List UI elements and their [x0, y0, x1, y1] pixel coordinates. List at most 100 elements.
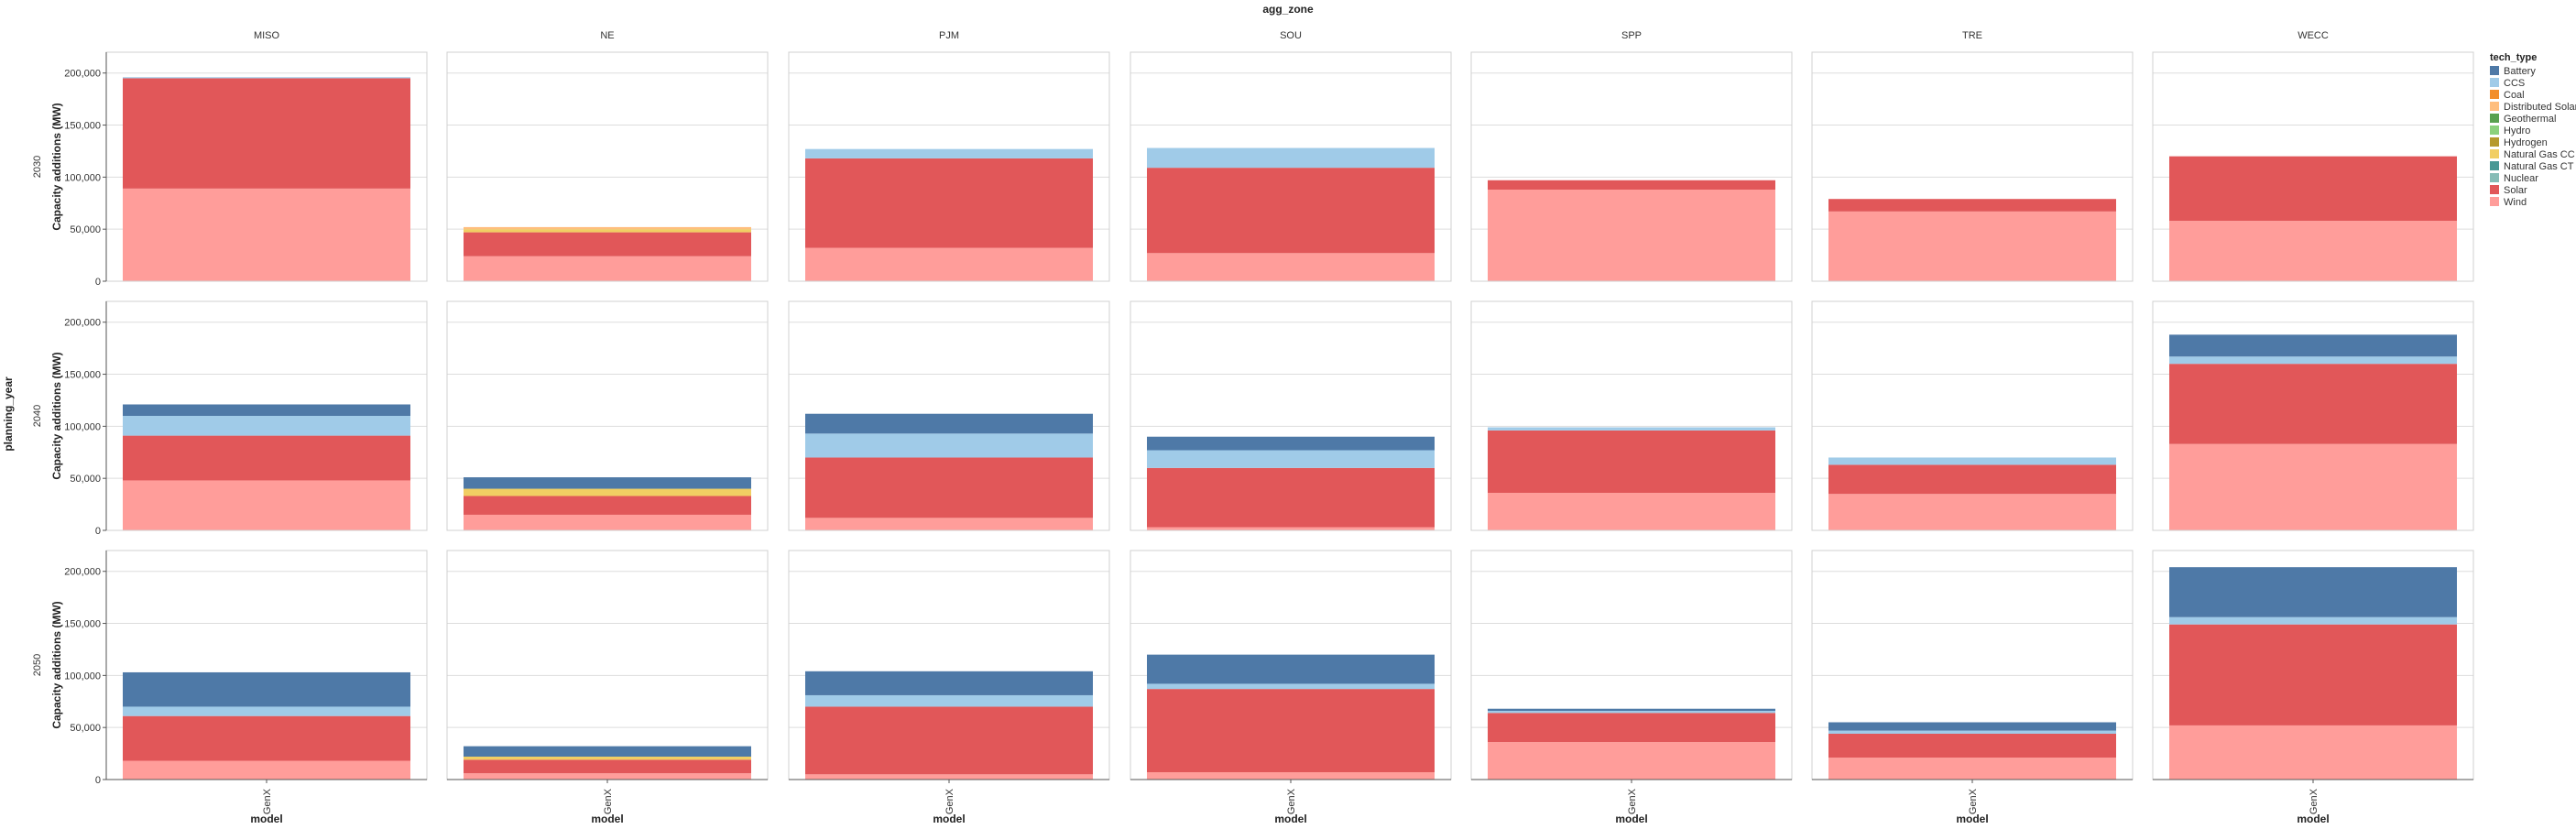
y-tick-label-2040-200000: 200,000: [64, 318, 101, 329]
y-tick-label-2050-100000: 100,000: [64, 671, 101, 682]
bar-segment-sou-2040-solar: [1147, 467, 1435, 528]
bar-segment-pjm-2040-solar: [805, 457, 1093, 518]
bar-segment-ne-2040-battery: [464, 477, 751, 489]
zone-header-spp: SPP: [1621, 30, 1642, 41]
y-tick-label-2030-150000: 150,000: [64, 121, 101, 132]
legend-label-hydro: Hydro: [2504, 125, 2530, 136]
bar-segment-tre-2040-ccs: [1828, 457, 2116, 465]
bar-segment-sou-2050-battery: [1147, 654, 1435, 684]
legend-swatch-ccs: [2490, 78, 2499, 87]
x-axis-title-wecc: model: [2297, 813, 2329, 825]
y-tick-label-2030-0: 0: [95, 277, 101, 288]
zone-header-ne: NE: [600, 30, 614, 41]
y-tick-label-2030-50000: 50,000: [70, 224, 101, 235]
bar-segment-pjm-2050-battery: [805, 671, 1093, 695]
text-layer: agg_zone planning_year tech_type MISO NE P…: [2, 3, 2537, 825]
bar-segment-wecc-2040-wind: [2169, 443, 2457, 530]
bar-segment-pjm-2050-wind: [805, 774, 1093, 780]
y-tick-label-2040-150000: 150,000: [64, 370, 101, 381]
bar-segment-spp-2040-wind: [1488, 493, 1775, 530]
bar-segment-ne-2040-wind: [464, 514, 751, 530]
x-axis-title-spp: model: [1615, 813, 1647, 825]
legend-label-natural-gas-cc: Natural Gas CC: [2504, 149, 2575, 160]
bar-segment-spp-2050-ccs: [1488, 711, 1775, 714]
bar-segment-wecc-2030-wind: [2169, 221, 2457, 281]
x-axis-title-pjm: model: [933, 813, 965, 825]
zone-header-pjm: PJM: [939, 30, 959, 41]
bar-segment-sou-2040-ccs: [1147, 450, 1435, 468]
legend-label-wind: Wind: [2504, 197, 2527, 208]
bar-segment-miso-2050-wind: [123, 760, 410, 780]
bar-segment-pjm-2050-ccs: [805, 694, 1093, 707]
legend-swatch-geothermal: [2490, 114, 2499, 123]
legend-label-battery: Battery: [2504, 66, 2536, 77]
bar-segment-ne-2050-solar: [464, 759, 751, 774]
bar-segment-wecc-2050-ccs: [2169, 616, 2457, 625]
x-tick-label-sou: GenX: [1286, 788, 1297, 814]
x-tick-label-ne: GenX: [603, 788, 614, 814]
bar-segment-tre-2050-solar: [1828, 734, 2116, 758]
bar-segment-sou-2040-wind: [1147, 527, 1435, 530]
y-axis-title-2050: Capacity additions (MW): [50, 601, 63, 728]
bar-segment-wecc-2040-ccs: [2169, 356, 2457, 365]
legend-label-distributed-solar: Distributed Solar: [2504, 102, 2576, 113]
legend-label-hydrogen: Hydrogen: [2504, 137, 2548, 148]
bar-segment-spp-2040-solar: [1488, 430, 1775, 494]
bar-segment-spp-2030-solar: [1488, 180, 1775, 190]
bar-segment-wecc-2050-solar: [2169, 624, 2457, 725]
bar-segment-miso-2030-solar: [123, 78, 410, 189]
column-facet-title: agg_zone: [1262, 3, 1314, 16]
legend-swatch-natural-gas-ct: [2490, 161, 2499, 170]
legend-label-solar: Solar: [2504, 185, 2527, 196]
legend-swatch-hydrogen: [2490, 137, 2499, 147]
bar-segment-ne-2030-solar: [464, 232, 751, 256]
bar-segment-ne-2030-distributed-solar: [464, 226, 751, 230]
bar-segment-miso-2040-wind: [123, 480, 410, 530]
bar-segment-spp-2050-battery: [1488, 708, 1775, 711]
x-axis-title-tre: model: [1956, 813, 1988, 825]
panel-frame-ne-2040: [446, 300, 769, 531]
legend-swatch-solar: [2490, 185, 2499, 194]
legend-swatch-wind: [2490, 197, 2499, 206]
y-tick-label-2040-0: 0: [95, 526, 101, 537]
bar-segment-tre-2030-solar: [1828, 199, 2116, 212]
bar-segment-ne-2030-natural-gas-cc: [464, 229, 751, 233]
bar-segment-pjm-2030-ccs: [805, 148, 1093, 158]
bar-segment-spp-2050-solar: [1488, 713, 1775, 743]
x-tick-label-spp: GenX: [1627, 788, 1638, 814]
bar-segment-pjm-2030-solar: [805, 158, 1093, 248]
panel-frame-pjm-2030: [788, 51, 1110, 282]
legend-label-coal: Coal: [2504, 90, 2525, 101]
legend-swatch-nuclear: [2490, 173, 2499, 182]
legend-swatch-battery: [2490, 66, 2499, 75]
legend-label-geothermal: Geothermal: [2504, 114, 2556, 125]
bar-segment-spp-2040-ccs: [1488, 427, 1775, 431]
bar-segment-miso-2030-ccs: [123, 77, 410, 79]
panel-frame-sou-2040: [1130, 300, 1452, 531]
bar-segment-miso-2050-ccs: [123, 706, 410, 716]
axes-layer: [103, 52, 2473, 783]
bar-segment-miso-2050-solar: [123, 715, 410, 761]
bar-segment-spp-2050-wind: [1488, 742, 1775, 780]
bar-segment-sou-2030-solar: [1147, 168, 1435, 254]
bar-segment-pjm-2040-wind: [805, 518, 1093, 530]
x-tick-label-wecc: GenX: [2309, 788, 2319, 814]
y-axis-title-2040: Capacity additions (MW): [50, 352, 63, 479]
bar-segment-tre-2040-wind: [1828, 494, 2116, 530]
y-tick-label-2030-200000: 200,000: [64, 69, 101, 80]
bar-segment-sou-2050-wind: [1147, 772, 1435, 780]
zone-header-miso: MISO: [254, 30, 280, 41]
x-tick-label-tre: GenX: [1968, 788, 1979, 814]
bar-segment-ne-2040-natural-gas-cc: [464, 488, 751, 496]
bar-segment-pjm-2050-solar: [805, 706, 1093, 775]
legend-title: tech_type: [2490, 52, 2537, 63]
panel-frame-sou-2030: [1130, 51, 1452, 282]
y-tick-label-2040-50000: 50,000: [70, 474, 101, 485]
zone-header-tre: TRE: [1962, 30, 1982, 41]
bar-segment-ne-2030-wind: [464, 256, 751, 281]
year-label-2040: 2040: [32, 405, 43, 427]
bar-segment-wecc-2040-battery: [2169, 334, 2457, 357]
bar-segment-ne-2050-wind: [464, 773, 751, 780]
